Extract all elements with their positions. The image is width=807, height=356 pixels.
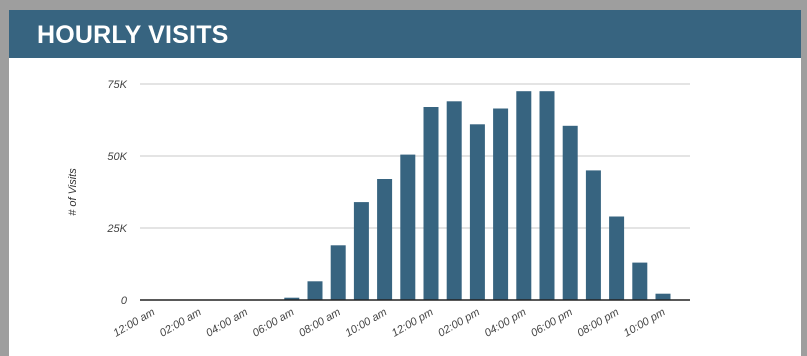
- bar-11-00-am: [400, 154, 416, 300]
- x-tick-label: 08:00 pm: [575, 306, 621, 339]
- bar-12-00-pm: [423, 107, 439, 300]
- bar-08-00-am: [330, 245, 346, 300]
- bar-01-00-pm: [446, 101, 462, 300]
- x-tick-label: 10:00 am: [343, 306, 389, 339]
- bar-05-00-pm: [539, 91, 555, 300]
- x-tick-label: 10:00 pm: [622, 306, 668, 339]
- bar-02-00-pm: [469, 124, 485, 300]
- x-tick-label: 12:00 am: [111, 306, 157, 339]
- y-axis-title: # of Visits: [67, 168, 79, 216]
- x-tick-label: 06:00 pm: [529, 306, 575, 339]
- bar-09-00-am: [353, 202, 369, 300]
- bar-10-00-pm: [655, 293, 671, 300]
- bar-07-00-am: [307, 281, 323, 300]
- x-tick-label: 02:00 pm: [436, 306, 482, 339]
- y-tick-label: 75K: [107, 79, 127, 91]
- y-axis-ticks: 0 25K 50K 75K: [106, 79, 127, 307]
- x-tick-label: 04:00 pm: [483, 306, 529, 339]
- y-tick-label: 50K: [107, 151, 127, 163]
- card-title: HOURLY VISITS: [37, 21, 229, 49]
- x-tick-label: 04:00 am: [204, 306, 250, 339]
- bar-08-00-pm: [609, 216, 625, 300]
- x-tick-label: 08:00 am: [297, 306, 343, 339]
- y-tick-label: 25K: [106, 223, 127, 235]
- y-tick-label: 0: [121, 295, 128, 307]
- bar-06-00-am: [284, 297, 300, 300]
- card-header: HOURLY VISITS: [9, 10, 801, 58]
- bars: [284, 91, 671, 300]
- bar-06-00-pm: [562, 125, 578, 300]
- x-tick-label: 06:00 am: [251, 306, 297, 339]
- bar-03-00-pm: [493, 108, 509, 300]
- x-tick-label: 02:00 am: [158, 306, 204, 339]
- x-axis-ticks: 12:00 am 02:00 am 04:00 am 06:00 am 08:00 am…: [111, 306, 667, 339]
- x-tick-label: 12:00 pm: [390, 306, 436, 339]
- bar-04-00-pm: [516, 91, 532, 300]
- bar-10-00-am: [377, 179, 393, 300]
- bar-07-00-pm: [585, 170, 601, 300]
- bar-09-00-pm: [632, 262, 648, 300]
